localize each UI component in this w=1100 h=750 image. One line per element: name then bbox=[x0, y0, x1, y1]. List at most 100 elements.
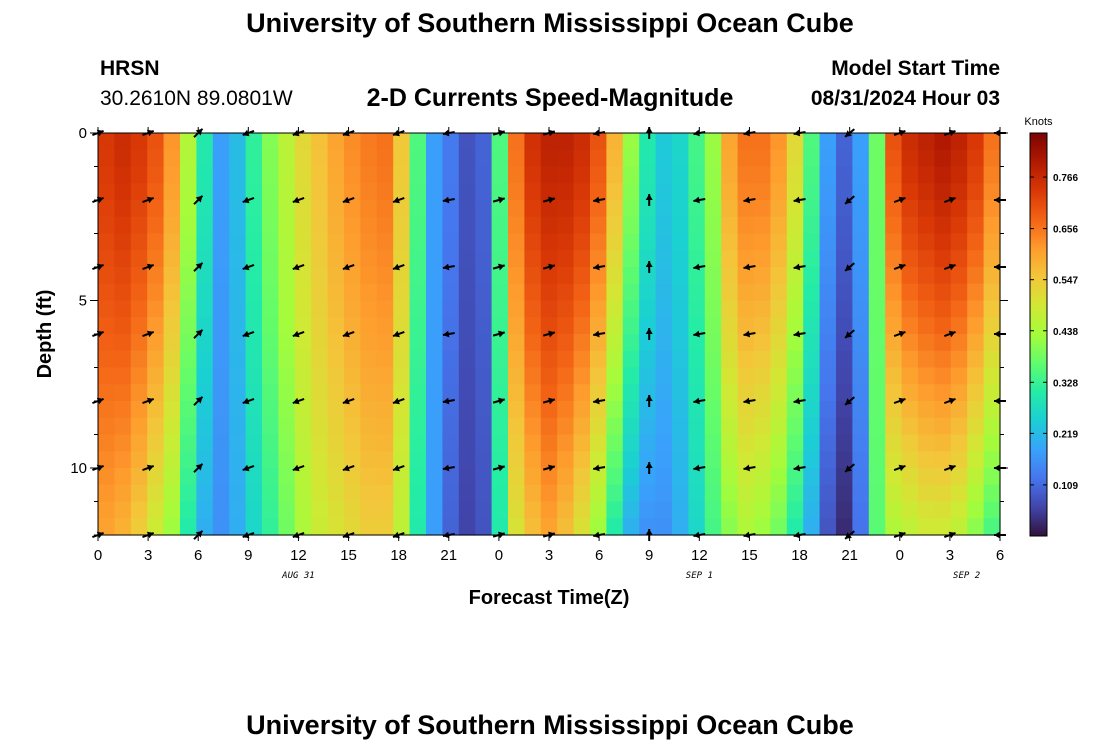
heat-cell bbox=[508, 401, 525, 419]
heat-cell bbox=[540, 200, 558, 218]
heat-cell bbox=[524, 133, 542, 151]
heat-cell bbox=[934, 317, 952, 335]
heat-cell bbox=[868, 451, 886, 469]
heat-cell bbox=[229, 350, 247, 369]
heat-cell bbox=[163, 166, 181, 184]
heat-cell bbox=[918, 401, 935, 419]
heat-cell bbox=[803, 417, 821, 436]
heat-cell bbox=[622, 451, 640, 469]
heat-cell bbox=[426, 267, 443, 285]
heat-cell bbox=[426, 501, 443, 519]
heat-cell bbox=[983, 384, 1001, 402]
heat-cell bbox=[147, 518, 165, 536]
heat-cell bbox=[475, 233, 493, 251]
current-arrow bbox=[342, 330, 355, 338]
heat-cell bbox=[426, 183, 443, 201]
heat-cell bbox=[147, 183, 165, 201]
heat-cell bbox=[278, 451, 296, 469]
current-arrow bbox=[693, 196, 706, 204]
heat-cell bbox=[622, 300, 640, 318]
heat-cell bbox=[245, 133, 263, 151]
heat-cell bbox=[967, 250, 985, 268]
heat-cell bbox=[934, 384, 952, 402]
heat-cell bbox=[294, 417, 312, 436]
heat-cell bbox=[524, 350, 542, 369]
heat-cell bbox=[262, 451, 279, 469]
heat-cell bbox=[229, 434, 247, 452]
heat-cell bbox=[278, 233, 296, 251]
current-arrow bbox=[793, 263, 806, 271]
heat-cell bbox=[442, 484, 460, 503]
heat-cell bbox=[934, 233, 952, 251]
heat-cell bbox=[344, 200, 361, 218]
heat-cell bbox=[196, 149, 214, 168]
heat-cell bbox=[721, 417, 739, 436]
heat-cell bbox=[393, 166, 411, 184]
heat-cell bbox=[163, 417, 181, 436]
heat-cell bbox=[426, 283, 443, 302]
heat-cell bbox=[426, 317, 443, 335]
arrow-head bbox=[146, 330, 154, 338]
heat-cell bbox=[458, 484, 476, 503]
current-arrow bbox=[142, 464, 155, 472]
arrow-head bbox=[898, 330, 906, 338]
arrow-head bbox=[195, 195, 203, 203]
heat-cell bbox=[573, 267, 591, 285]
heat-cell bbox=[573, 183, 591, 201]
heat-cell bbox=[327, 200, 345, 218]
heat-cell bbox=[655, 149, 673, 168]
heat-cell bbox=[754, 300, 771, 318]
heat-cell bbox=[278, 267, 296, 285]
heat-cell bbox=[573, 216, 591, 235]
heat-cell bbox=[114, 434, 132, 452]
heat-cell bbox=[245, 384, 263, 402]
heat-cell bbox=[885, 250, 903, 268]
heat-cell bbox=[393, 518, 411, 536]
current-arrow bbox=[193, 396, 204, 406]
heat-cell bbox=[754, 267, 771, 285]
heat-cell bbox=[376, 133, 394, 151]
heat-cell bbox=[540, 334, 558, 352]
heat-cell bbox=[836, 468, 853, 486]
heat-cell bbox=[294, 350, 312, 369]
heat-cell bbox=[868, 300, 886, 318]
heat-cell bbox=[737, 200, 755, 218]
heat-cell bbox=[442, 166, 460, 184]
arrow-head bbox=[693, 397, 700, 405]
heat-cell bbox=[524, 283, 542, 302]
arrow-head bbox=[743, 464, 751, 472]
heat-cell bbox=[98, 300, 115, 318]
heat-cell bbox=[508, 317, 525, 335]
heat-cell bbox=[311, 317, 329, 335]
heat-cell bbox=[130, 401, 148, 419]
heat-cell bbox=[376, 149, 394, 168]
heat-cell bbox=[442, 451, 460, 469]
heat-cell bbox=[934, 417, 952, 436]
heat-cell bbox=[393, 317, 411, 335]
arrow-head bbox=[548, 397, 555, 405]
heat-cell bbox=[524, 434, 542, 452]
heat-cell bbox=[672, 300, 689, 318]
heat-cell bbox=[458, 166, 476, 184]
heat-cell bbox=[376, 518, 394, 536]
arrow-head bbox=[645, 395, 653, 401]
heat-cell bbox=[393, 384, 411, 402]
heat-cell bbox=[590, 300, 607, 318]
heat-cell bbox=[950, 200, 968, 218]
current-arrow bbox=[542, 330, 556, 338]
heat-cell bbox=[114, 233, 132, 251]
heat-cell bbox=[311, 384, 329, 402]
heat-cell bbox=[704, 317, 722, 335]
arrow-head bbox=[442, 263, 450, 271]
heat-cell bbox=[114, 283, 132, 302]
heat-cell bbox=[852, 468, 870, 486]
heat-cell bbox=[688, 334, 706, 352]
heat-cell bbox=[868, 166, 886, 184]
heat-cell bbox=[163, 233, 181, 251]
heat-cell bbox=[655, 451, 673, 469]
heat-cell bbox=[836, 317, 853, 335]
arrow-head bbox=[195, 530, 203, 538]
heat-cell bbox=[770, 468, 788, 486]
heat-cell bbox=[606, 267, 624, 285]
arrow-head bbox=[593, 330, 600, 338]
